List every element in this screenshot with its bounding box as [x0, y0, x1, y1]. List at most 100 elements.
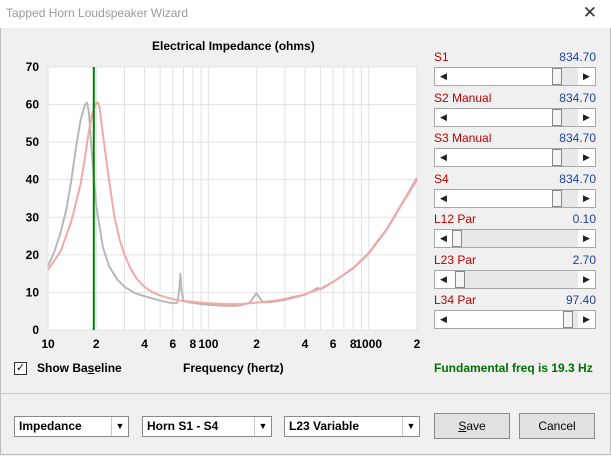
show-baseline-checkbox[interactable]: ✓: [14, 362, 27, 375]
scroll-right-icon[interactable]: ▶: [578, 230, 595, 247]
y-tick-label: 20: [26, 248, 40, 262]
scroll-left-icon[interactable]: ◀: [435, 311, 452, 328]
scroll-thumb[interactable]: [563, 311, 573, 328]
scroll-fill: [452, 68, 554, 85]
slider-scrollbar[interactable]: ◀ ▶: [434, 67, 596, 86]
scroll-thumb[interactable]: [552, 108, 562, 126]
x-tick-label: 10: [41, 337, 55, 351]
y-tick-label: 50: [26, 135, 40, 149]
scroll-right-icon[interactable]: ▶: [578, 189, 595, 207]
scroll-track[interactable]: [452, 108, 578, 126]
x-tick-label: 4: [302, 337, 309, 351]
y-tick-label: 60: [26, 98, 40, 112]
slider-value: 97.40: [565, 293, 596, 307]
scroll-thumb[interactable]: [452, 230, 462, 247]
slider-label: L12 Par: [434, 212, 477, 226]
scroll-left-icon[interactable]: ◀: [435, 108, 452, 126]
scroll-fill: [452, 270, 457, 288]
y-tick-label: 40: [26, 173, 40, 187]
y-tick-label: 70: [26, 60, 40, 74]
x-tick-label: 2: [414, 337, 421, 351]
slider-scrollbar[interactable]: ◀ ▶: [434, 148, 596, 167]
horn-range-value: Horn S1 - S4: [147, 419, 219, 433]
scroll-fill: [452, 189, 554, 207]
slider-s1: S1 834.70 ◀ ▶: [434, 50, 596, 86]
x-tick-label: 8: [350, 337, 357, 351]
scroll-left-icon[interactable]: ◀: [435, 270, 452, 288]
variable-value: L23 Variable: [289, 419, 360, 433]
scroll-thumb[interactable]: [455, 270, 465, 288]
response-curve: [47, 101, 418, 306]
show-baseline-label[interactable]: Show Baseline: [37, 361, 122, 375]
scroll-right-icon[interactable]: ▶: [578, 68, 595, 85]
x-tick-label: 2: [253, 337, 260, 351]
scroll-right-icon[interactable]: ▶: [578, 270, 595, 288]
slider-l23: L23 Par 2.70 ◀ ▶: [434, 253, 596, 289]
scroll-track[interactable]: [452, 149, 578, 166]
slider-s4: S4 834.70 ◀ ▶: [434, 172, 596, 208]
slider-scrollbar[interactable]: ◀ ▶: [434, 107, 596, 127]
slider-value: 0.10: [572, 212, 596, 226]
x-axis-label: Frequency (hertz): [183, 361, 284, 375]
slider-value: 834.70: [559, 50, 596, 64]
scroll-left-icon[interactable]: ◀: [435, 68, 452, 85]
window-title: Tapped Horn Loudspeaker Wizard: [6, 6, 189, 20]
x-tick-label: 6: [169, 337, 176, 351]
slider-value: 834.70: [559, 90, 596, 105]
x-tick-label: 1000: [355, 337, 382, 351]
scroll-thumb[interactable]: [552, 189, 562, 207]
x-tick-label: 4: [141, 337, 148, 351]
x-tick-label: 6: [330, 337, 337, 351]
scroll-fill: [452, 311, 565, 328]
scroll-right-icon[interactable]: ▶: [578, 149, 595, 166]
chevron-down-icon[interactable]: ▼: [402, 417, 419, 436]
close-icon[interactable]: ✕: [582, 3, 597, 22]
scroll-track[interactable]: [452, 189, 578, 207]
slider-value: 2.70: [572, 252, 596, 267]
scroll-track[interactable]: [452, 311, 578, 328]
save-button[interactable]: Save: [434, 413, 510, 439]
slider-value: 834.70: [559, 171, 596, 186]
slider-scrollbar[interactable]: ◀ ▶: [434, 310, 596, 329]
slider-label: S4: [434, 171, 449, 186]
slider-s3: S3 Manual 834.70 ◀ ▶: [434, 131, 596, 167]
plot-type-select[interactable]: Impedance ▼: [14, 416, 129, 437]
x-tick-label: 100: [198, 337, 218, 351]
scroll-left-icon[interactable]: ◀: [435, 149, 452, 166]
chevron-down-icon[interactable]: ▼: [254, 417, 271, 436]
y-tick-label: 10: [26, 285, 40, 299]
scroll-right-icon[interactable]: ▶: [578, 311, 595, 328]
chart-title: Electrical Impedance (ohms): [152, 39, 315, 53]
slider-label: S1: [434, 50, 449, 64]
slider-scrollbar[interactable]: ◀ ▶: [434, 188, 596, 208]
slider-s2: S2 Manual 834.70 ◀ ▶: [434, 91, 596, 127]
scroll-fill: [452, 149, 554, 166]
chevron-down-icon[interactable]: ▼: [111, 417, 128, 436]
y-tick-label: 30: [26, 210, 40, 224]
horn-range-select[interactable]: Horn S1 - S4 ▼: [142, 416, 272, 437]
variable-select[interactable]: L23 Variable ▼: [284, 416, 420, 437]
cancel-button[interactable]: Cancel: [519, 413, 595, 439]
scroll-track[interactable]: [452, 230, 578, 247]
slider-scrollbar[interactable]: ◀ ▶: [434, 269, 596, 289]
slider-label: S3 Manual: [434, 131, 492, 145]
scroll-thumb[interactable]: [552, 149, 562, 166]
fundamental-frequency-text: Fundamental freq is 19.3 Hz: [434, 361, 593, 375]
slider-label: L23 Par: [434, 252, 477, 267]
slider-label: S2 Manual: [434, 90, 492, 105]
scroll-thumb[interactable]: [552, 68, 562, 85]
scroll-left-icon[interactable]: ◀: [435, 189, 452, 207]
scroll-track[interactable]: [452, 68, 578, 85]
scroll-right-icon[interactable]: ▶: [578, 108, 595, 126]
scroll-track[interactable]: [452, 270, 578, 288]
x-tick-label: 8: [189, 337, 196, 351]
slider-l34: L34 Par 97.40 ◀ ▶: [434, 293, 596, 329]
slider-scrollbar[interactable]: ◀ ▶: [434, 229, 596, 248]
scroll-left-icon[interactable]: ◀: [435, 230, 452, 247]
slider-label: L34 Par: [434, 293, 477, 307]
scroll-fill: [452, 108, 554, 126]
title-bar: Tapped Horn Loudspeaker Wizard ✕: [0, 0, 611, 28]
slider-value: 834.70: [559, 131, 596, 145]
plot-type-value: Impedance: [19, 419, 82, 433]
